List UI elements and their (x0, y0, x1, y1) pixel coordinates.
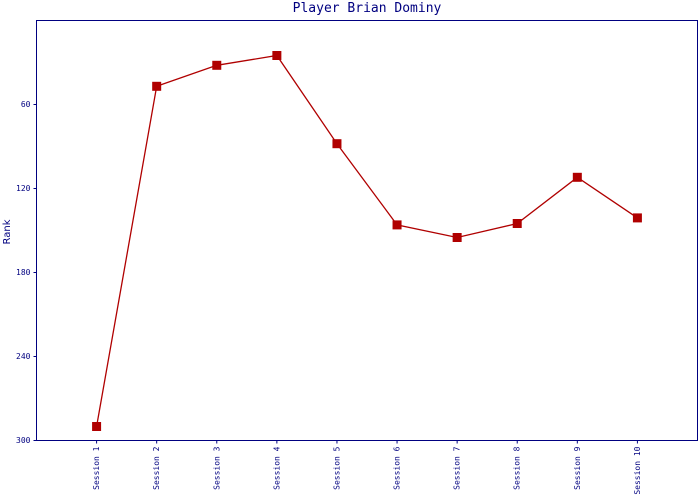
data-point (512, 219, 522, 228)
x-tick-label: Session 10 (633, 446, 642, 494)
series-line (95, 54, 638, 427)
data-point (572, 172, 582, 182)
x-tick-label: Session 7 (453, 446, 462, 490)
x-tick-label: Session 4 (272, 446, 281, 490)
data-point (92, 422, 102, 431)
data-point (452, 233, 462, 242)
y-tick-label: 240 (16, 352, 31, 361)
x-tick-label: Session 8 (513, 446, 522, 490)
data-point (152, 81, 162, 91)
data-point (632, 213, 642, 223)
y-axis-label: Rank (2, 219, 13, 244)
x-tick-label: Session 1 (92, 446, 101, 490)
x-tick-label: Session 3 (212, 446, 221, 490)
y-tick-label: 60 (21, 100, 31, 109)
plot-frame (36, 20, 698, 441)
x-tick-label: Session 2 (152, 446, 161, 490)
chart-title: Player Brian Dominy (293, 1, 442, 16)
data-point (272, 51, 282, 60)
x-tick-label: Session 5 (332, 446, 341, 490)
data-point (392, 220, 402, 230)
x-tick-label: Session 9 (573, 446, 582, 490)
y-tick-label: 180 (16, 268, 31, 277)
x-tick-label: Session 6 (393, 446, 402, 490)
y-tick-label: 300 (16, 436, 31, 445)
data-point (212, 60, 222, 70)
data-point (332, 139, 342, 149)
y-tick-label: 120 (16, 184, 31, 193)
